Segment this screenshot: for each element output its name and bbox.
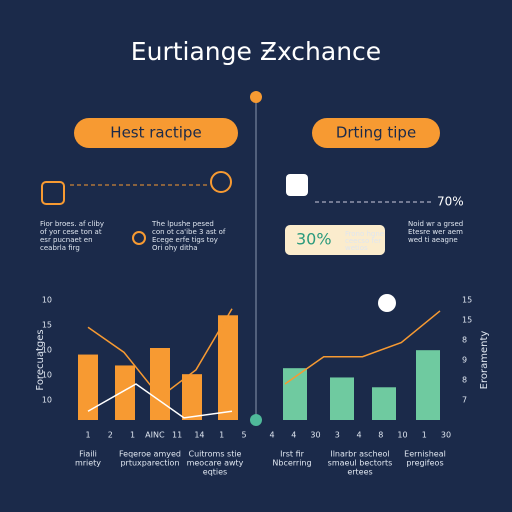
x-label: 1 (422, 431, 427, 440)
note: Fior broes. af cliby (40, 220, 104, 228)
bar (218, 315, 238, 420)
bar (78, 354, 98, 420)
bar (372, 387, 396, 420)
x-label: 14 (194, 431, 204, 440)
y-label: 15 (462, 316, 472, 325)
note: wed ti aeagne (408, 236, 458, 244)
y-label: 9 (462, 356, 467, 365)
icon (132, 231, 146, 245)
note: of yor cese ton at (40, 228, 102, 236)
bar (283, 368, 307, 420)
stat: 70% (437, 195, 464, 209)
bar (182, 374, 202, 420)
y-label: 15 (42, 321, 52, 330)
x-label: 1 (85, 431, 90, 440)
note: con ot ca'ibe 3 ast of (152, 228, 226, 236)
line (284, 310, 441, 385)
line (87, 308, 233, 399)
y-label: 10 (42, 396, 52, 405)
x-label: 5 (241, 431, 246, 440)
caption: Cuitroms stie (189, 450, 242, 459)
icon (41, 181, 65, 205)
note: ceabrla firg (40, 244, 80, 252)
caption: prtuxparection (120, 459, 179, 468)
caption: Fiaili (79, 450, 97, 459)
pill-label: Drting tipe (336, 124, 416, 142)
note: Ecege erfe tigs toy (152, 236, 218, 244)
y-label: 10 (42, 346, 52, 355)
caption: Nbcerring (272, 459, 311, 468)
pill-label: Hest ractipe (110, 124, 201, 142)
note: wetios (345, 244, 368, 252)
caption: Ilnarbr ascheol (330, 450, 389, 459)
note: Noid wr a grsed (408, 220, 463, 228)
y-label: 8 (462, 376, 467, 385)
dot (250, 91, 262, 103)
bar (416, 350, 440, 420)
y-label: 8 (462, 336, 467, 345)
x-label: 10 (397, 431, 407, 440)
x-label: 4 (356, 431, 361, 440)
x-label: 2 (108, 431, 113, 440)
x-label: 30 (441, 431, 451, 440)
bar (150, 348, 170, 420)
icon (210, 171, 232, 193)
x-label: 11 (172, 431, 182, 440)
dot (250, 414, 262, 426)
caption: Feqeroe amyed (119, 450, 181, 459)
y-label: 10 (42, 296, 52, 305)
note: Ori ohy ditha (152, 244, 198, 252)
caption: smaeul bectorts (328, 459, 393, 468)
x-label: 1 (130, 431, 135, 440)
y-label: 7 (462, 396, 467, 405)
line (87, 383, 233, 419)
note: Frono hgne (345, 230, 384, 238)
note: The lpushe pesed (151, 220, 214, 228)
pill (74, 118, 238, 148)
x-label: 30 (310, 431, 320, 440)
y-title: Forecuatges (35, 329, 46, 390)
x-label: 4 (291, 431, 296, 440)
caption: Irst fir (280, 450, 305, 459)
caption: ertees (347, 468, 372, 477)
caption: eqties (203, 468, 227, 477)
stat-box (285, 225, 385, 255)
stat: 30% (296, 230, 332, 249)
x-label: 1 (219, 431, 224, 440)
y-title: Eroramenty (479, 331, 490, 390)
note: esr pucnaet en (40, 236, 93, 244)
caption: pregifeos (406, 459, 443, 468)
x-label: 3 (335, 431, 340, 440)
y-label: 15 (462, 296, 472, 305)
clock-icon (378, 294, 396, 312)
title: Eurtiange Ƶxchance (131, 37, 381, 66)
x-label: 8 (378, 431, 383, 440)
bar (330, 377, 354, 420)
x-label: AINC (145, 431, 165, 440)
note: ceecso fer (345, 237, 381, 245)
icon (286, 174, 308, 196)
note: Etesre wer aem (408, 228, 463, 236)
caption: Eernisheal (404, 450, 446, 459)
x-label: 4 (269, 431, 274, 440)
caption: mriety (75, 459, 101, 468)
bar (115, 365, 135, 420)
caption: meocare awty (187, 459, 244, 468)
y-label: 10 (42, 371, 52, 380)
pill (312, 118, 440, 148)
